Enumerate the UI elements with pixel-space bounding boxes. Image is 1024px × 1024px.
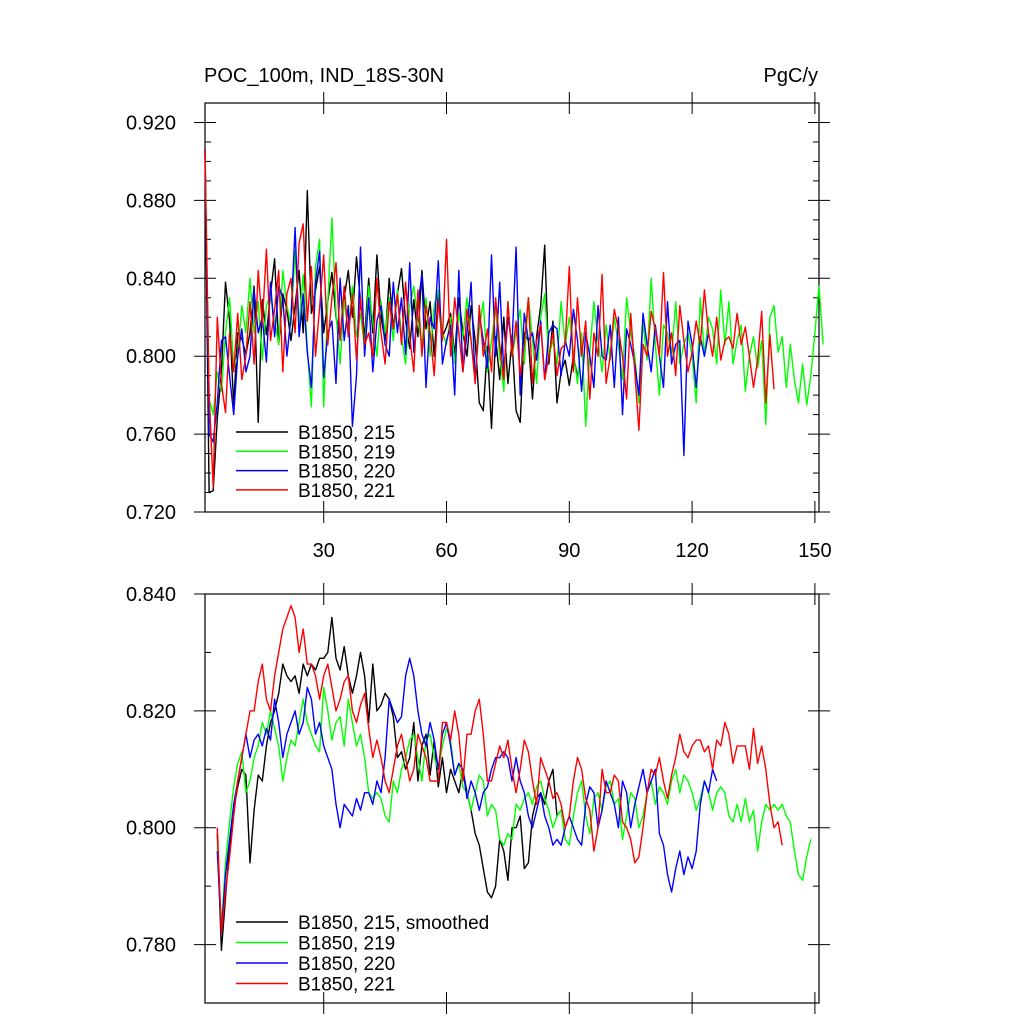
y-tick-labels: 0.780 0.800 0.820 0.840 bbox=[126, 584, 176, 957]
chart-title-left: POC_100m, IND_18S-30N bbox=[204, 65, 444, 87]
y-tick-label: 0.840 bbox=[126, 268, 176, 290]
series-line-2 bbox=[216, 657, 718, 934]
plot-frame bbox=[204, 593, 820, 1004]
chart-title-right: PgC/y bbox=[764, 65, 818, 87]
y-tick-label: 0.760 bbox=[126, 424, 176, 446]
y-tick-label: 0.720 bbox=[126, 502, 176, 524]
series-lines bbox=[216, 605, 812, 952]
legend-label: B1850, 215, smoothed bbox=[298, 913, 489, 934]
y-tick-label: 0.880 bbox=[126, 190, 176, 212]
series-line-0 bbox=[204, 149, 579, 494]
legend-label: B1850, 221 bbox=[298, 481, 395, 502]
top-chart-panel: POC_100m, IND_18S-30N PgC/y 0.7200.7600.… bbox=[126, 65, 832, 562]
legend-label: B1850, 220 bbox=[298, 954, 395, 975]
y-tick-label: 0.840 bbox=[126, 584, 176, 606]
x-tick-labels: 30 60 90 120 150 bbox=[313, 540, 832, 562]
series-line-3 bbox=[216, 605, 783, 934]
legend-label: B1850, 215 bbox=[298, 423, 395, 444]
bottom-chart-panel: 0.780 0.800 0.820 0.840 B1850, 215, smoothe… bbox=[126, 583, 830, 1014]
x-tick-label: 60 bbox=[435, 540, 457, 562]
legend-label: B1850, 219 bbox=[298, 934, 395, 955]
axis-ticks bbox=[194, 92, 830, 523]
x-tick-label: 150 bbox=[798, 540, 831, 562]
x-tick-label: 30 bbox=[313, 540, 335, 562]
y-tick-label: 0.820 bbox=[126, 701, 176, 723]
series-line-1 bbox=[216, 686, 812, 928]
x-tick-label: 90 bbox=[558, 540, 580, 562]
x-tick-label: 120 bbox=[675, 540, 708, 562]
legend-label: B1850, 221 bbox=[298, 975, 395, 996]
y-tick-label: 0.920 bbox=[126, 112, 176, 134]
y-tick-label: 0.780 bbox=[126, 935, 176, 957]
legend-label: B1850, 219 bbox=[298, 442, 395, 463]
y-tick-labels: 0.720 0.760 0.800 0.840 0.880 0.920 bbox=[126, 112, 176, 524]
series-line-0 bbox=[216, 616, 562, 952]
plot-frame bbox=[204, 102, 820, 513]
legend-label: B1850, 220 bbox=[298, 462, 395, 483]
series-line-3 bbox=[204, 149, 775, 488]
y-tick-label: 0.800 bbox=[126, 818, 176, 840]
series-lines bbox=[204, 149, 824, 494]
axis-ticks bbox=[194, 583, 830, 1014]
y-tick-label: 0.800 bbox=[126, 346, 176, 368]
